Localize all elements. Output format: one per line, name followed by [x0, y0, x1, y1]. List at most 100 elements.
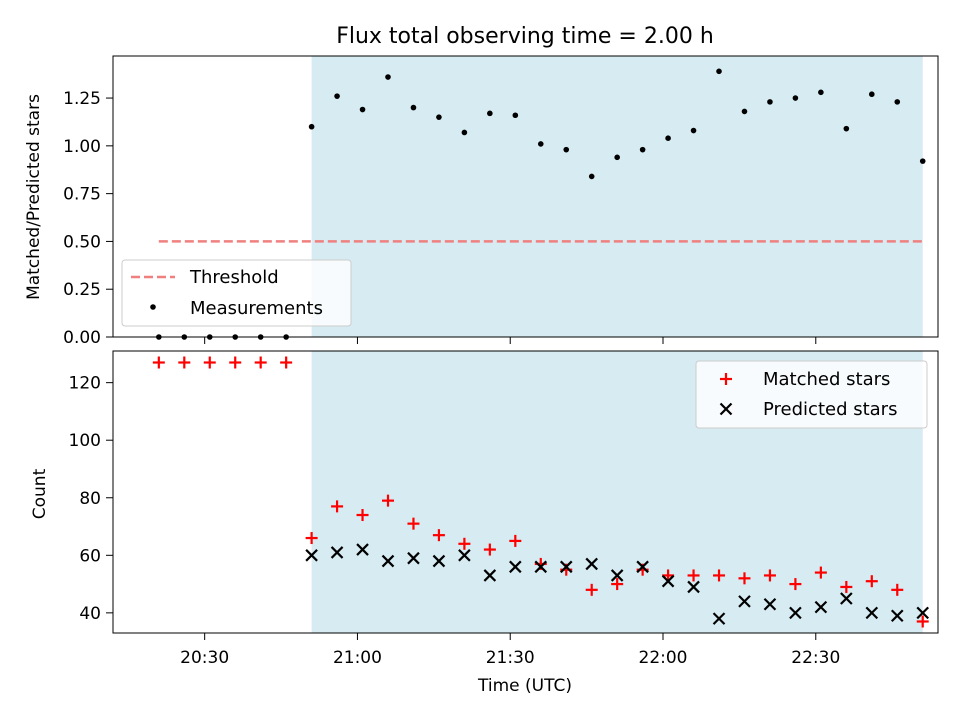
- marker-stroke: [585, 557, 598, 571]
- matched-star-point: [585, 583, 598, 596]
- measurement-point: [487, 110, 493, 117]
- predicted-star-point: [330, 546, 344, 559]
- predicted-star-point: [305, 549, 318, 562]
- bottom-ytick-label: 40: [79, 604, 101, 624]
- top-xticks: [204, 337, 817, 344]
- predicted-star-point: [890, 609, 904, 623]
- matched-star-point: [840, 580, 853, 593]
- marker-stroke: [305, 549, 318, 562]
- matched-star-point: [178, 356, 191, 369]
- marker-stroke: [559, 560, 573, 574]
- marker-stroke: [661, 574, 675, 588]
- predicted-star-point: [763, 597, 777, 611]
- marker-stroke: [330, 546, 344, 559]
- top-title: Flux total observing time = 2.00 h: [336, 24, 714, 49]
- measurement-point: [792, 95, 799, 101]
- predicted-star-point: [407, 551, 420, 565]
- measurement-point: [690, 127, 697, 134]
- legend-matched-label: Matched stars: [763, 369, 890, 390]
- top-legend: Threshold Measurements: [121, 259, 352, 327]
- measurement-point: [818, 89, 824, 96]
- top-legend-box: [121, 259, 352, 327]
- matched-star-point: [738, 572, 751, 585]
- measurement-point: [741, 108, 748, 115]
- matched-star-point: [509, 534, 522, 547]
- top-axes-frame: [112, 55, 939, 338]
- legend-predicted-label: Predicted stars: [763, 399, 897, 420]
- marker-stroke: [458, 549, 471, 562]
- measurement-point: [843, 125, 850, 132]
- bottom-ytick-label: 60: [79, 546, 101, 566]
- bottom-yticks: 40 60 80 100 120: [69, 374, 113, 624]
- bottom-xtick-label: 21:00: [333, 648, 382, 668]
- matched-star-point: [356, 509, 369, 522]
- legend-measurements-label: Measurements: [190, 298, 323, 319]
- marker-stroke: [483, 569, 497, 582]
- bottom-xtick-label: 22:30: [791, 648, 840, 668]
- measurement-point: [919, 158, 926, 164]
- predicted-star-point: [712, 612, 726, 625]
- marker-stroke: [534, 560, 548, 574]
- measurement-point: [614, 154, 620, 161]
- top-ytick-label: 1.25: [63, 89, 101, 109]
- measurement-point: [588, 173, 595, 180]
- top-ytick-label: 0.00: [63, 328, 101, 348]
- measurement-point: [563, 146, 570, 153]
- measurement-point: [894, 99, 901, 105]
- matched-star-point: [611, 578, 624, 591]
- bottom-xlabel: Time (UTC): [477, 676, 572, 696]
- legend-measurements-marker: [150, 304, 156, 310]
- matched-star-point: [763, 569, 776, 582]
- bottom-xticks: 20:30 21:00 21:30 22:00 22:30: [180, 633, 840, 668]
- matched-star-point: [865, 575, 878, 588]
- matched-star-point: [382, 494, 394, 507]
- predicted-star-point: [687, 580, 700, 594]
- measurement-point: [334, 93, 340, 99]
- measurement-point: [512, 112, 519, 119]
- matched-star-point: [280, 356, 293, 369]
- marker-stroke: [865, 606, 879, 620]
- measurement-point: [639, 146, 646, 153]
- matched-star-point: [458, 537, 471, 550]
- marker-stroke: [763, 597, 777, 611]
- predicted-star-point: [381, 554, 395, 568]
- top-points: [156, 68, 926, 340]
- matched-star-point: [713, 569, 726, 582]
- marker-stroke: [719, 402, 733, 416]
- marker-stroke: [356, 543, 369, 556]
- matched-star-point: [152, 356, 165, 369]
- top-shaded-span: [311, 56, 923, 337]
- marker-stroke: [407, 551, 420, 565]
- bottom-legend: Matched stars Predicted stars: [695, 360, 928, 429]
- matched-star-point: [891, 583, 904, 596]
- marker-stroke: [381, 554, 395, 568]
- measurement-point: [410, 104, 417, 111]
- bottom-points: [152, 356, 930, 628]
- matched-star-point: [687, 569, 700, 582]
- top-ytick-label: 0.50: [63, 232, 101, 252]
- bottom-ytick-label: 100: [69, 431, 101, 451]
- predicted-star-point: [636, 560, 649, 574]
- measurement-point: [436, 114, 442, 120]
- marker-stroke: [687, 580, 700, 594]
- predicted-star-point: [458, 549, 471, 562]
- matched-star-point: [331, 500, 344, 513]
- marker-stroke: [814, 600, 828, 614]
- top-ytick-label: 1.00: [63, 137, 101, 157]
- matched-star-point: [432, 529, 445, 542]
- marker-stroke: [610, 569, 624, 582]
- measurement-point: [767, 99, 773, 105]
- marker-stroke: [509, 560, 522, 574]
- matched-star-point: [916, 615, 929, 628]
- predicted-star-point: [865, 606, 879, 620]
- legend-plus: [720, 373, 732, 385]
- predicted-star-point: [559, 560, 573, 574]
- predicted-star-point: [483, 569, 497, 582]
- bottom-ylabel: Count: [30, 468, 50, 519]
- legend-predicted-marker: [719, 402, 733, 416]
- matched-star-point: [407, 517, 420, 530]
- predicted-star-point: [356, 543, 369, 556]
- bottom-xtick-label: 22:00: [639, 648, 688, 668]
- matched-star-point: [662, 569, 675, 582]
- matched-star-point: [789, 578, 802, 591]
